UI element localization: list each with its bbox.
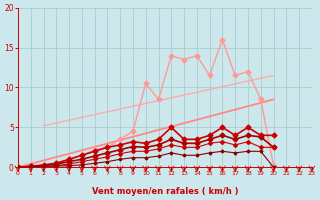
X-axis label: Vent moyen/en rafales ( km/h ): Vent moyen/en rafales ( km/h ) [92,187,238,196]
